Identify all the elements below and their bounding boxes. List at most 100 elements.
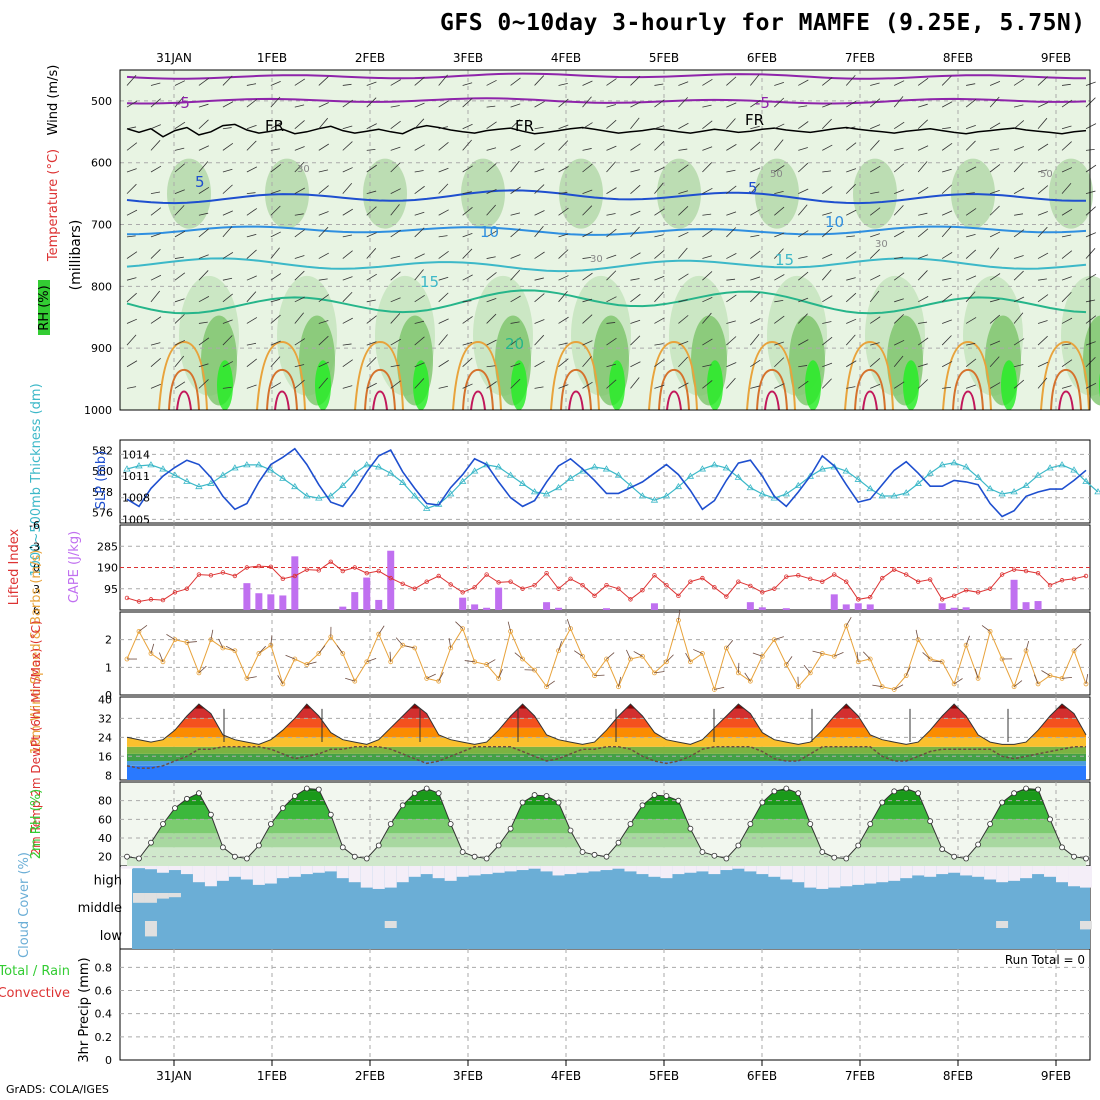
- bottom-date-label: 9FEB: [1041, 1069, 1071, 1083]
- wind-barb: [870, 316, 881, 324]
- wind-barb: [174, 230, 186, 238]
- wind-barb-10m: [974, 668, 979, 679]
- rh-shade: [413, 360, 429, 411]
- wind-barb: [630, 169, 640, 173]
- wind-barb: [438, 74, 448, 86]
- li-marker: [736, 579, 741, 584]
- cloud-level-label: low: [100, 929, 123, 944]
- wind-barb-10m: [1061, 676, 1073, 679]
- li-tick-label: 6: [33, 604, 40, 617]
- rh-marker: [243, 855, 250, 862]
- cloud-bar-high: [312, 866, 325, 873]
- cloud-bar-high: [336, 866, 349, 879]
- wind-barb: [1013, 146, 1025, 151]
- wind-barb: [798, 365, 808, 368]
- li-marker: [712, 585, 717, 590]
- isotherm-25: [354, 340, 404, 411]
- wind-barb-10m: [894, 684, 904, 690]
- wind-barb: [702, 380, 713, 389]
- wind-barb: [150, 290, 161, 303]
- slp-tick-label: 1005: [122, 513, 150, 526]
- thickness-marker: [399, 478, 407, 485]
- wind-marker: [340, 651, 346, 656]
- cloud-bar-high: [300, 866, 313, 875]
- wind-barb: [462, 98, 473, 108]
- isotherm-35: [1058, 390, 1074, 411]
- wind-marker: [747, 678, 753, 684]
- thickness-marker: [650, 496, 659, 503]
- wind-barb: [893, 163, 905, 173]
- isotherm-25: [550, 340, 600, 411]
- li-marker: [184, 586, 190, 591]
- wind-marker: [915, 637, 921, 643]
- wind-barb: [222, 319, 233, 324]
- wind-barb: [126, 168, 137, 173]
- wind-barb: [486, 147, 497, 151]
- cloud-bar-high: [204, 866, 217, 887]
- wind-barb: [1013, 364, 1024, 368]
- wind-barb: [558, 358, 569, 368]
- cloud-bar-high: [552, 866, 565, 876]
- panel-frame: [119, 439, 1091, 524]
- wind-barb: [510, 119, 521, 130]
- wind-barb: [318, 252, 329, 259]
- wind-barb: [414, 102, 425, 108]
- li-marker: [484, 572, 489, 577]
- wind-marker: [424, 676, 430, 681]
- wind-barb: [869, 98, 881, 108]
- temp-band: [127, 753, 1086, 762]
- cape-bar: [471, 604, 479, 610]
- rh-axis-label: RH (%): [37, 285, 52, 330]
- wind-marker: [628, 656, 633, 662]
- wind-barb: [174, 189, 185, 195]
- thickness-line: [126, 462, 1099, 510]
- wind-barb-10m: [1025, 640, 1030, 651]
- cloud-bar-high: [264, 866, 277, 884]
- wind-barb: [869, 358, 881, 368]
- wind-barb: [654, 208, 665, 216]
- wind-barb: [893, 205, 904, 216]
- rh-tick-label: 20: [98, 851, 112, 864]
- thickness-marker: [638, 492, 647, 499]
- li-marker: [592, 593, 597, 599]
- wind-barb: [654, 140, 665, 151]
- wind-barb: [1037, 169, 1048, 173]
- wind-barb: [342, 317, 353, 324]
- wind-barb: [678, 97, 688, 108]
- wind-barb: [750, 359, 761, 368]
- li-marker: [340, 568, 345, 574]
- rh-marker: [939, 846, 946, 853]
- wind-barb-10m: [965, 635, 970, 646]
- wind-barb: [126, 277, 137, 281]
- wind-barb: [246, 233, 257, 238]
- thickness-marker: [962, 463, 970, 470]
- wind-marker: [160, 659, 166, 665]
- pressure-tick-label: 600: [91, 157, 112, 170]
- isotherm-20: [126, 289, 1087, 315]
- wind-barb: [222, 252, 234, 259]
- li-marker: [724, 594, 729, 599]
- cloud-bar-high: [924, 866, 937, 877]
- rh-marker: [975, 841, 982, 848]
- wind-barb: [270, 247, 280, 259]
- thickness-marker: [458, 477, 467, 484]
- wind-barb: [270, 273, 282, 281]
- wind-barb: [414, 320, 425, 324]
- rh-shade: [217, 360, 233, 411]
- wind-barb: [558, 98, 569, 108]
- wind-barb: [174, 314, 185, 324]
- rh-shade: [609, 360, 625, 411]
- wind-barb: [678, 315, 689, 324]
- cape-bar: [866, 604, 874, 610]
- wind-barb: [750, 385, 760, 389]
- wind-barb: [150, 124, 161, 130]
- thickness-marker: [171, 471, 179, 478]
- li-marker: [1083, 573, 1089, 579]
- cloud-bar-high: [348, 866, 361, 883]
- rh-marker: [519, 799, 526, 806]
- wind-barb: [702, 297, 713, 303]
- top-date-label: 6FEB: [747, 51, 777, 65]
- cloud-bar-high: [828, 866, 841, 888]
- wind-barb: [1037, 185, 1049, 194]
- wind-marker: [759, 653, 765, 659]
